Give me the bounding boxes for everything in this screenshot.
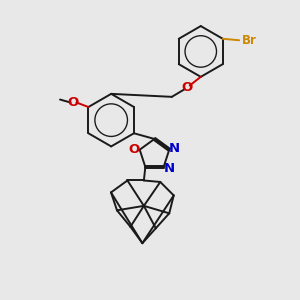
Text: N: N xyxy=(169,142,180,155)
Text: Br: Br xyxy=(242,34,257,47)
Text: O: O xyxy=(129,143,140,156)
Text: O: O xyxy=(68,96,79,109)
Text: O: O xyxy=(182,81,193,94)
Text: N: N xyxy=(164,162,175,175)
